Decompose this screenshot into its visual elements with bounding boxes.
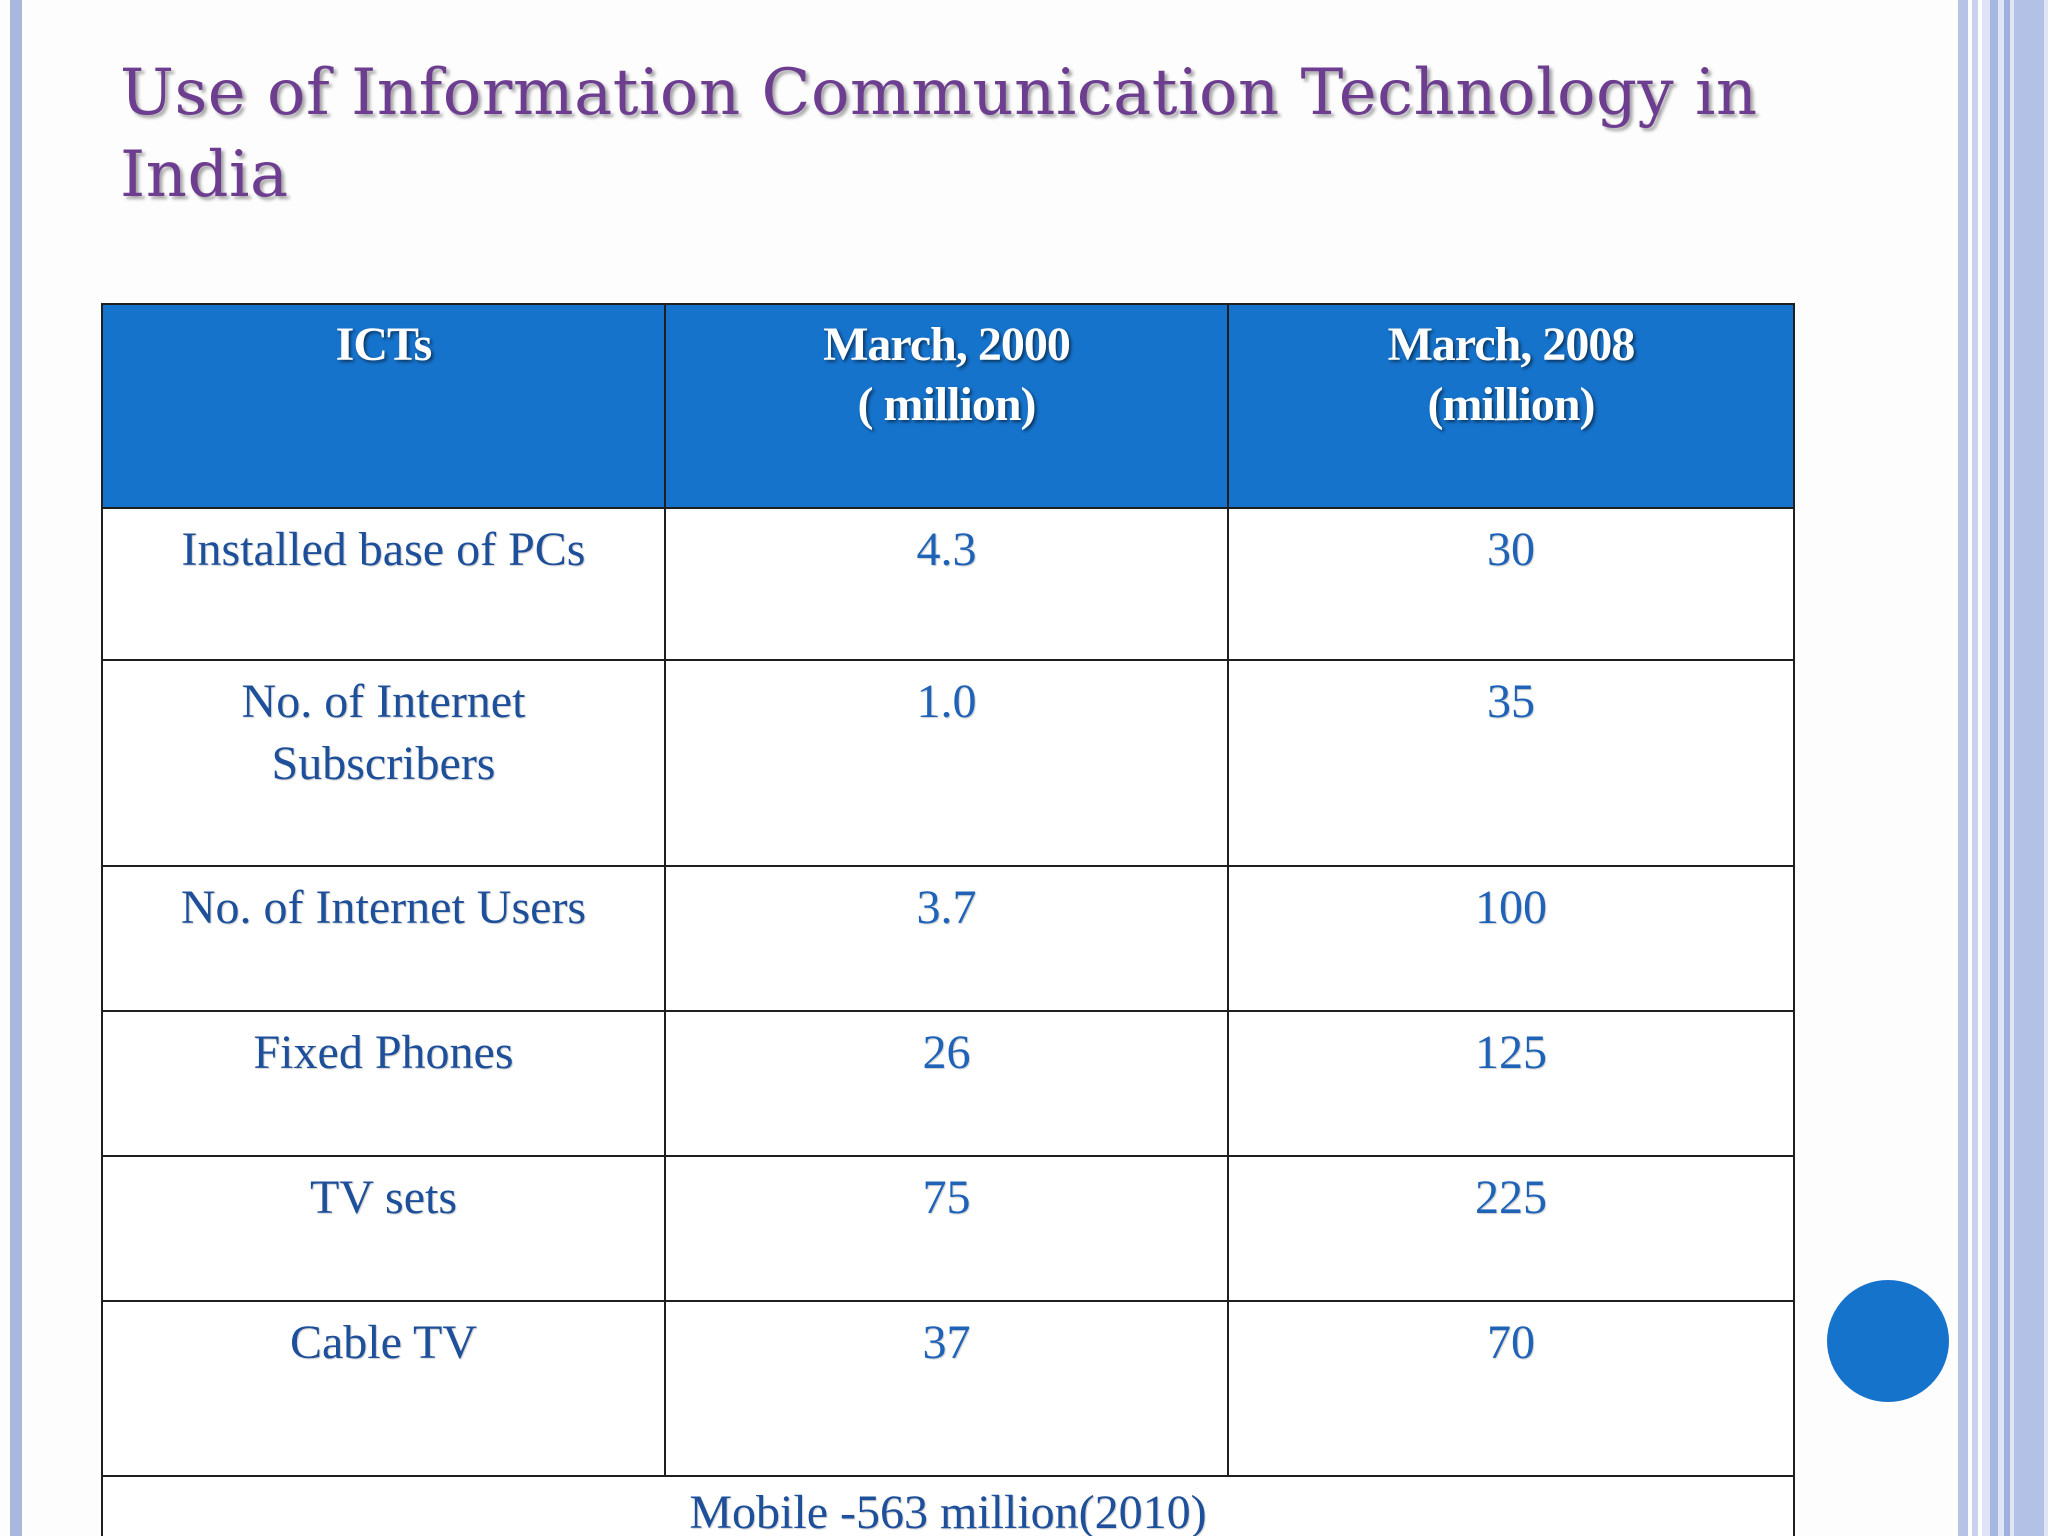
row-label: No. of Internet Users bbox=[101, 865, 666, 1012]
ict-table: ICTs March, 2000 ( million) March, 2008 … bbox=[101, 303, 1795, 1536]
header-march-2008-line2: (million) bbox=[1427, 378, 1596, 431]
value-2000: 1.0 bbox=[664, 659, 1229, 867]
row-label: Cable TV bbox=[101, 1300, 666, 1477]
table-row: No. of Internet Users 3.7 100 bbox=[101, 865, 1795, 1012]
table-footer-row: Mobile -563 million(2010) bbox=[101, 1475, 1795, 1536]
right-border-stripe bbox=[2014, 0, 2044, 1536]
header-march-2000-line1: March, 2000 bbox=[823, 318, 1071, 371]
header-ict: ICTs bbox=[101, 303, 666, 509]
row-label-line2: Subscribers bbox=[271, 737, 496, 790]
value-2000: 75 bbox=[664, 1155, 1229, 1302]
left-border-stripe bbox=[10, 0, 22, 1536]
header-ict-label: ICTs bbox=[335, 318, 433, 371]
row-label: Installed base of PCs bbox=[101, 507, 666, 661]
value-2000: 37 bbox=[664, 1300, 1229, 1477]
right-border-stripe bbox=[1990, 0, 1998, 1536]
value-2000: 26 bbox=[664, 1010, 1229, 1157]
value-2000: 3.7 bbox=[664, 865, 1229, 1012]
row-label: No. of Internet Subscribers bbox=[101, 659, 666, 867]
right-border-stripe bbox=[1972, 0, 1978, 1536]
header-march-2008: March, 2008 (million) bbox=[1227, 303, 1795, 509]
table-row: Installed base of PCs 4.3 30 bbox=[101, 507, 1795, 661]
value-2000: 4.3 bbox=[664, 507, 1229, 661]
right-border-stripe bbox=[1958, 0, 1968, 1536]
right-border-stripe bbox=[2004, 0, 2010, 1536]
value-2008: 70 bbox=[1227, 1300, 1795, 1477]
value-2008: 225 bbox=[1227, 1155, 1795, 1302]
table-row: Cable TV 37 70 bbox=[101, 1300, 1795, 1477]
value-2008: 30 bbox=[1227, 507, 1795, 661]
table-row: No. of Internet Subscribers 1.0 35 bbox=[101, 659, 1795, 867]
header-march-2000: March, 2000 ( million) bbox=[664, 303, 1229, 509]
table-header-row: ICTs March, 2000 ( million) March, 2008 … bbox=[101, 303, 1795, 509]
value-2008: 35 bbox=[1227, 659, 1795, 867]
slide-title: Use of Information Communication Technol… bbox=[120, 56, 1758, 212]
value-2008: 125 bbox=[1227, 1010, 1795, 1157]
header-march-2000-line2: ( million) bbox=[857, 378, 1037, 431]
row-label: TV sets bbox=[101, 1155, 666, 1302]
accent-circle bbox=[1827, 1280, 1949, 1402]
header-march-2008-line1: March, 2008 bbox=[1387, 318, 1636, 371]
table-row: TV sets 75 225 bbox=[101, 1155, 1795, 1302]
mobile-footnote: Mobile -563 million(2010) bbox=[101, 1475, 1795, 1536]
table-row: Fixed Phones 26 125 bbox=[101, 1010, 1795, 1157]
row-label-line1: No. of Internet bbox=[241, 675, 526, 728]
value-2008: 100 bbox=[1227, 865, 1795, 1012]
row-label: Fixed Phones bbox=[101, 1010, 666, 1157]
